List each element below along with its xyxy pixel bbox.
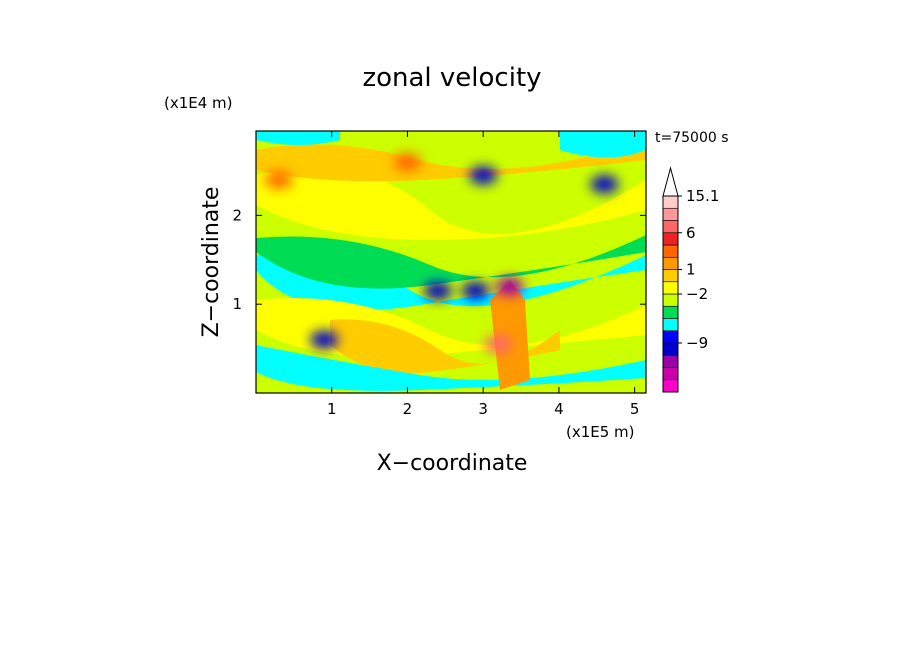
colorbar-segment-15 xyxy=(662,195,679,209)
feature-8 xyxy=(264,170,293,189)
x-tick-label-3: 3 xyxy=(478,400,488,418)
x-tick-label-4: 4 xyxy=(554,400,564,418)
band-topright-cyan xyxy=(560,131,646,158)
colorbar-segment-14 xyxy=(662,207,679,221)
colorbar-segment-11 xyxy=(662,244,679,258)
x-axis: 1 2 3 4 5 xyxy=(327,131,639,418)
colorbar-segment-9 xyxy=(662,269,679,283)
colorbar-label-1: 6 xyxy=(686,224,696,242)
x-unit-label: (x1E5 m) xyxy=(566,423,635,441)
feature-blobs xyxy=(264,153,619,354)
colorbar-label-2: 1 xyxy=(686,261,696,279)
colorbar-label-4: −9 xyxy=(686,334,708,352)
band-upper-orange xyxy=(256,140,646,182)
feature-3 xyxy=(469,166,498,185)
y-axis: 12 xyxy=(232,206,646,313)
colorbar-segment-2 xyxy=(662,354,679,368)
feature-0 xyxy=(495,277,524,296)
band-bottom-cyan xyxy=(256,345,646,391)
time-label: t=75000 s xyxy=(655,130,729,146)
colorbar-label-0: 15.1 xyxy=(686,187,719,205)
colorbar-segment-5 xyxy=(662,318,679,332)
band-upper-yellow xyxy=(256,167,646,240)
colorbar-arrow xyxy=(662,166,679,197)
x-axis-label: X−coordinate xyxy=(377,451,528,476)
y-tick-label-1: 1 xyxy=(232,295,242,313)
colorbar: 15.1 6 1 −2 −9 xyxy=(662,166,719,393)
colorbar-segment-13 xyxy=(662,220,679,234)
colorbar-segment-1 xyxy=(662,367,679,381)
x-tick-label-2: 2 xyxy=(403,400,413,418)
band-top-cyan xyxy=(256,131,340,145)
feature-4 xyxy=(310,330,339,349)
plot-frame xyxy=(255,130,647,394)
x-tick-label-5: 5 xyxy=(630,400,640,418)
colorbar-label-3: −2 xyxy=(686,285,708,303)
y-axis-label: Z−coordinate xyxy=(199,187,224,338)
chart-title: zonal velocity xyxy=(362,63,541,93)
band-mid-green xyxy=(256,235,646,289)
colorbar-segment-3 xyxy=(662,342,679,356)
feature-2 xyxy=(461,281,490,300)
colorbar-segment-0 xyxy=(662,379,679,393)
feature-1 xyxy=(423,281,452,300)
colorbar-segment-7 xyxy=(662,293,679,307)
colorbar-segment-6 xyxy=(662,305,679,319)
feature-5 xyxy=(590,175,619,194)
y-unit-label: (x1E4 m) xyxy=(164,94,233,112)
feature-7 xyxy=(393,153,422,172)
x-tick-label-1: 1 xyxy=(327,400,337,418)
colorbar-segment-4 xyxy=(662,330,679,344)
wave-bands xyxy=(256,131,646,391)
band-ridge-red xyxy=(490,280,530,390)
feature-6 xyxy=(484,335,513,354)
heatmap-field xyxy=(256,131,646,393)
band-lower-orange xyxy=(330,319,560,374)
colorbar-segment-8 xyxy=(662,281,679,295)
y-tick-label-2: 2 xyxy=(232,206,242,224)
colorbar-segment-12 xyxy=(662,232,679,246)
colorbar-segment-10 xyxy=(662,256,679,270)
